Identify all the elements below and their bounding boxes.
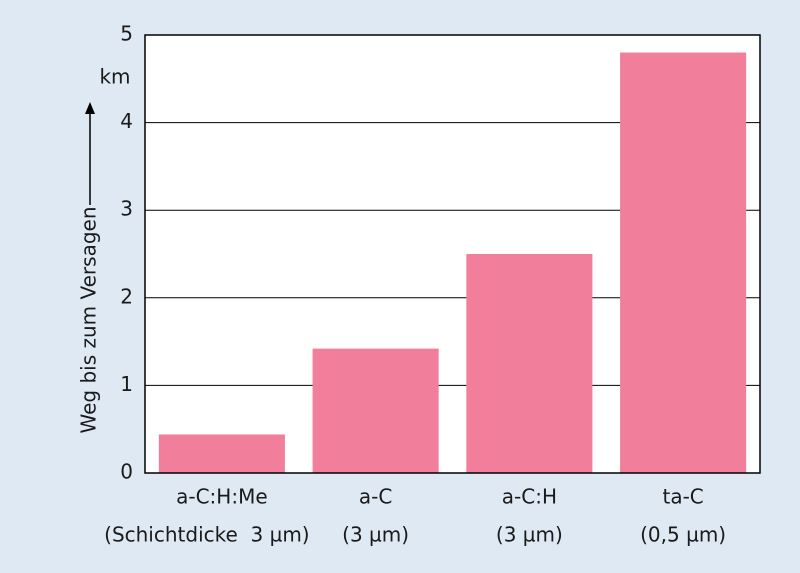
y-tick-label: 4 bbox=[120, 109, 133, 133]
bar bbox=[620, 52, 747, 474]
x-tick-note: (Schichtdicke 3 µm) bbox=[104, 523, 309, 547]
y-tick-label: 1 bbox=[120, 372, 133, 396]
bar bbox=[312, 348, 439, 473]
bar bbox=[466, 254, 593, 473]
x-tick-note: (3 µm) bbox=[342, 523, 409, 547]
x-tick-label: ta-C bbox=[662, 485, 703, 509]
y-unit: km bbox=[99, 65, 130, 89]
x-tick-label: a-C:H bbox=[502, 485, 557, 509]
y-tick-label: 0 bbox=[120, 460, 133, 484]
y-tick-label: 5 bbox=[120, 22, 133, 46]
x-tick-label: a-C bbox=[359, 485, 392, 509]
y-axis-label: Weg bis zum Versagen bbox=[77, 206, 101, 433]
y-tick-label: 2 bbox=[120, 284, 133, 308]
x-tick-note: (0,5 µm) bbox=[640, 523, 726, 547]
y-tick-label: 3 bbox=[120, 197, 133, 221]
x-tick-note: (3 µm) bbox=[496, 523, 563, 547]
bar bbox=[158, 434, 285, 473]
plot-frame bbox=[144, 34, 761, 474]
x-tick-label: a-C:H:Me bbox=[176, 485, 268, 509]
y-axis-arrowhead bbox=[85, 102, 95, 114]
